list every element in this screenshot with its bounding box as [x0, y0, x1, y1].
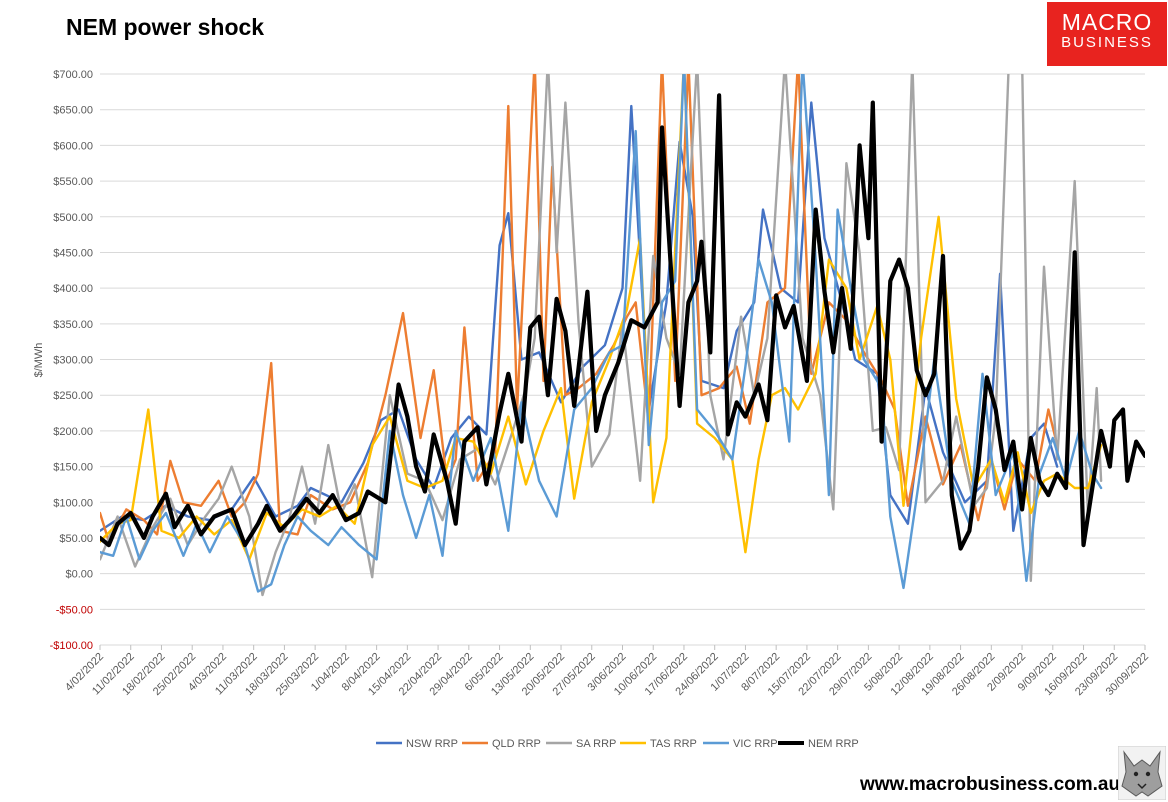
y-tick-label: $700.00 — [53, 69, 93, 81]
y-tick-label: $150.00 — [53, 462, 93, 474]
y-axis-label: $/MWh — [33, 343, 45, 378]
legend-label-nem-rrp: NEM RRP — [808, 738, 859, 750]
chart-title: NEM power shock — [66, 14, 265, 40]
y-tick-label: $550.00 — [53, 176, 93, 188]
legend-label-nsw-rrp: NSW RRP — [406, 738, 458, 750]
legend-label-sa-rrp: SA RRP — [576, 738, 616, 750]
logo-line-macro: MACRO — [1061, 9, 1153, 35]
y-tick-label: $0.00 — [65, 569, 93, 581]
y-tick-label: $100.00 — [53, 497, 93, 509]
x-axis-ticks: 4/02/202211/02/202218/02/202225/02/20224… — [63, 645, 1151, 698]
series-line-sa-rrp — [100, 74, 1103, 597]
y-tick-label: $650.00 — [53, 105, 93, 117]
macrobusiness-logo: MACRO BUSINESS — [1047, 2, 1167, 66]
legend: NSW RRP QLD RRP SA RRP TAS RRP VIC RRP NEM RR… — [376, 738, 859, 750]
logo-line-business: BUSINESS — [1061, 34, 1153, 51]
y-tick-label: -$50.00 — [56, 604, 93, 616]
y-tick-label: $250.00 — [53, 390, 93, 402]
series-line-vic-rrp — [100, 74, 1103, 593]
y-tick-label: $500.00 — [53, 212, 93, 224]
y-tick-label: $200.00 — [53, 426, 93, 438]
y-tick-label: $300.00 — [53, 355, 93, 367]
legend-label-tas-rrp: TAS RRP — [650, 738, 697, 750]
y-tick-label: -$100.00 — [50, 640, 93, 652]
series-lines — [100, 74, 1145, 597]
series-line-nsw-rrp — [100, 101, 1059, 532]
website-url: www.macrobusiness.com.au — [860, 774, 1121, 795]
y-tick-label: $50.00 — [59, 533, 93, 545]
y-tick-label: $350.00 — [53, 319, 93, 331]
y-tick-label: $400.00 — [53, 283, 93, 295]
y-tick-label: $450.00 — [53, 247, 93, 259]
wolf-icon — [1118, 746, 1166, 800]
series-line-nem-rrp — [100, 93, 1145, 551]
y-tick-label: $600.00 — [53, 140, 93, 152]
legend-label-vic-rrp: VIC RRP — [733, 738, 778, 750]
y-axis-ticks: -$100.00 -$50.00 $0.00 $50.00 $100.00 $150.00… — [50, 69, 93, 652]
legend-label-qld-rrp: QLD RRP — [492, 738, 541, 750]
